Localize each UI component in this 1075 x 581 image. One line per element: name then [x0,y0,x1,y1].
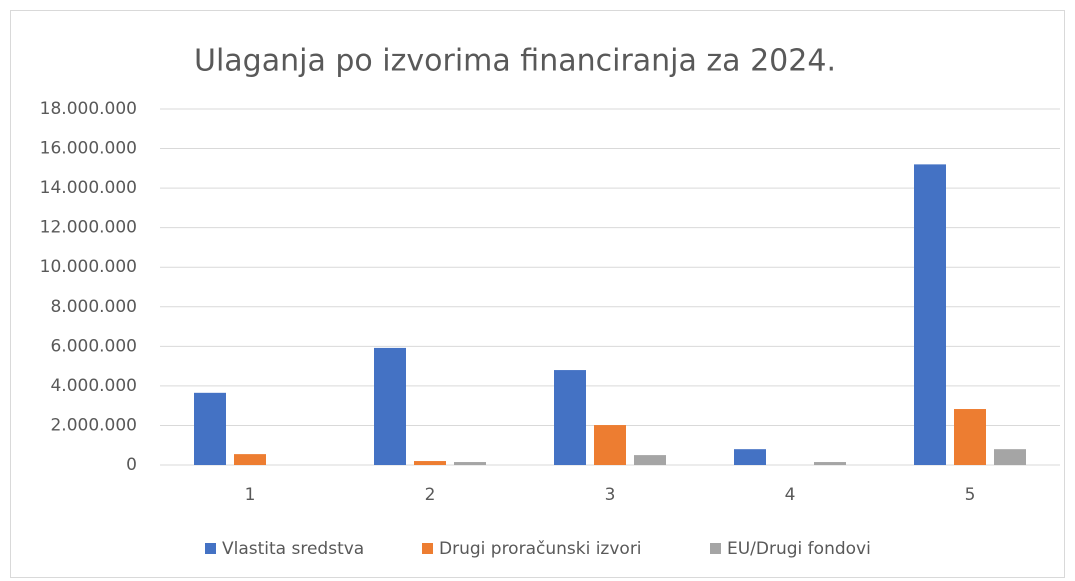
bar [374,347,406,465]
y-tick-label: 12.000.000 [40,218,137,238]
legend-swatch [205,543,216,554]
y-tick-label: 18.000.000 [40,99,137,119]
y-tick-label: 4.000.000 [50,376,137,396]
y-tick-label: 2.000.000 [50,415,137,435]
y-tick-label: 10.000.000 [40,257,137,277]
x-tick-label: 1 [245,485,256,505]
y-tick-label: 14.000.000 [40,178,137,198]
bar [634,455,666,465]
bar [814,462,846,465]
legend-label: Drugi proračunski izvori [439,539,642,559]
y-tick-label: 8.000.000 [50,297,137,317]
bar [554,370,586,465]
x-tick-label: 2 [425,485,436,505]
legend-swatch [422,543,433,554]
x-tick-label: 3 [605,485,616,505]
chart-title: Ulaganja po izvorima financiranja za 202… [194,44,836,79]
x-tick-label: 4 [785,485,796,505]
legend-swatch [710,543,721,554]
y-tick-label: 16.000.000 [40,139,137,159]
y-tick-label: 6.000.000 [50,336,137,356]
bar [914,164,946,465]
bar [194,392,226,465]
bar [734,449,766,465]
bar [234,454,266,465]
bar [454,462,486,465]
x-tick-label: 5 [965,485,976,505]
legend-label: EU/Drugi fondovi [727,539,871,559]
chart-frame [10,10,1065,578]
bar [594,425,626,465]
legend-label: Vlastita sredstva [222,539,364,559]
bar [954,409,986,465]
bar [414,461,446,465]
y-tick-label: 0 [126,455,137,475]
bar [994,449,1026,465]
